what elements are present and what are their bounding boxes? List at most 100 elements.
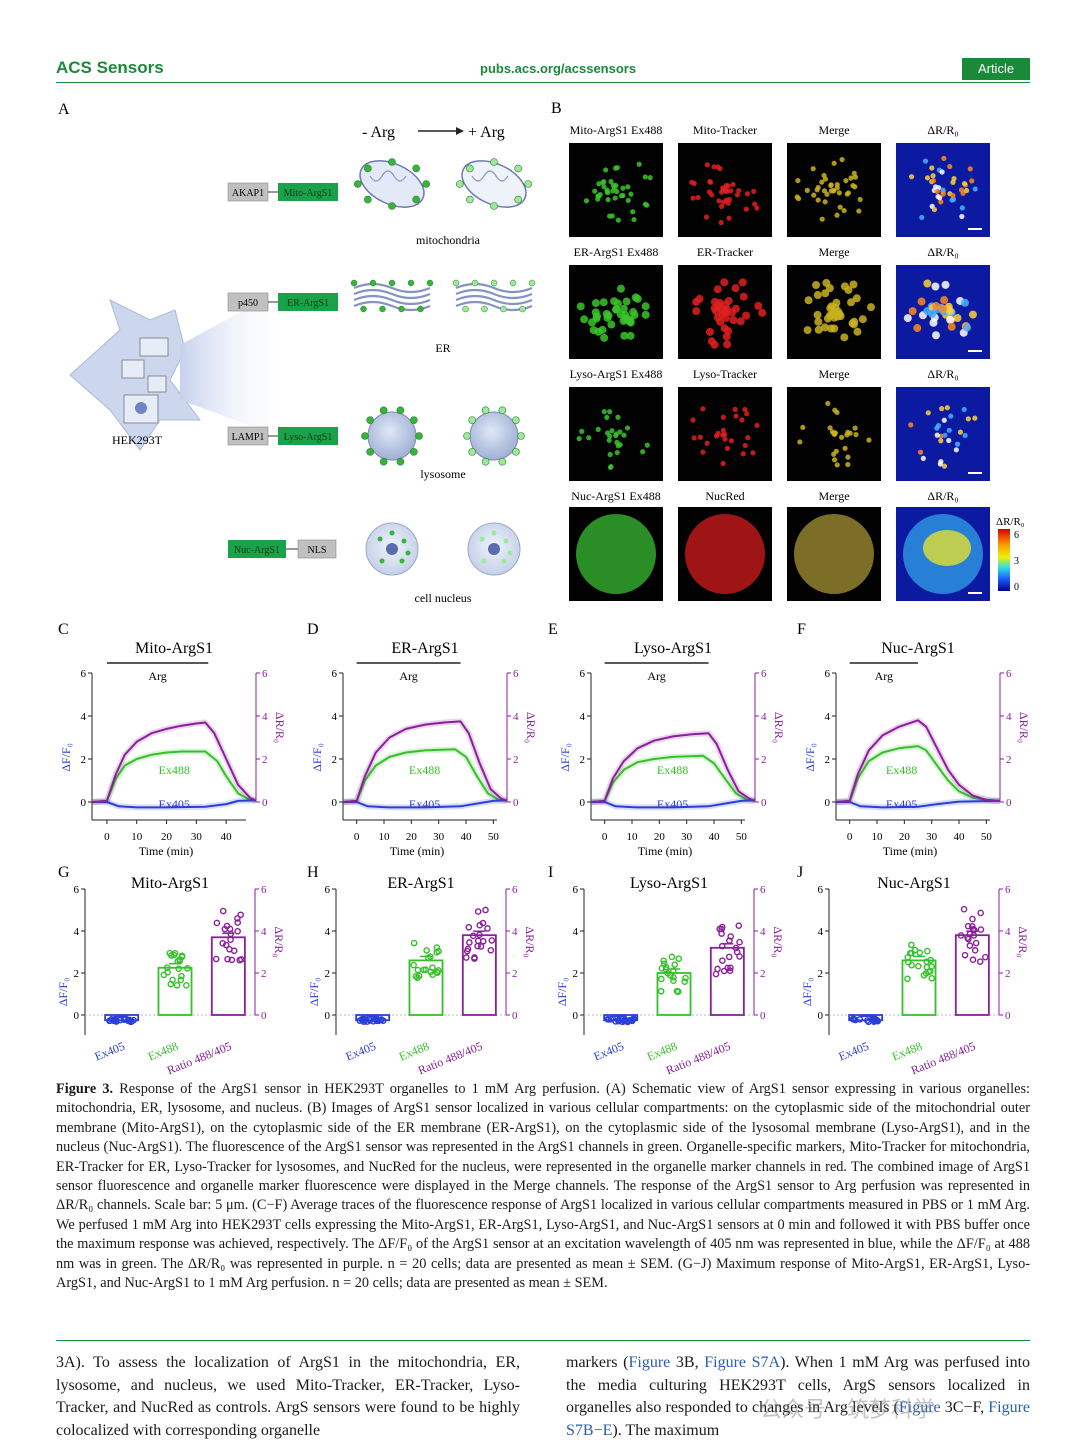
nucleus-signal bbox=[794, 514, 874, 594]
signal-puncta bbox=[625, 184, 631, 190]
y-tick-label-right: 4 bbox=[760, 926, 766, 938]
signal-puncta bbox=[850, 182, 856, 189]
signal-puncta bbox=[834, 212, 840, 218]
signal-puncta bbox=[605, 197, 611, 203]
signal-puncta bbox=[606, 437, 612, 443]
data-point bbox=[615, 1017, 622, 1025]
er-sheet bbox=[455, 288, 533, 300]
signal-puncta bbox=[607, 451, 613, 458]
signal-puncta bbox=[721, 300, 730, 309]
signal-puncta bbox=[580, 315, 589, 324]
data-point bbox=[660, 957, 667, 965]
signal-puncta bbox=[847, 430, 853, 436]
data-point bbox=[234, 927, 241, 935]
signal-puncta bbox=[641, 302, 650, 311]
data-point bbox=[736, 938, 743, 946]
signal-puncta bbox=[700, 406, 706, 412]
data-point bbox=[733, 948, 741, 956]
panel-label: C bbox=[58, 621, 69, 638]
signal-puncta bbox=[962, 432, 968, 439]
figure-link[interactable]: Figure bbox=[898, 1399, 941, 1416]
signal-puncta bbox=[941, 280, 950, 289]
figure-link[interactable]: Figure bbox=[628, 1354, 671, 1371]
x-tick-label: 20 bbox=[899, 831, 911, 843]
signal-puncta bbox=[614, 188, 620, 195]
signal-puncta bbox=[819, 179, 825, 185]
sensor-dot bbox=[490, 202, 498, 210]
data-point bbox=[905, 958, 912, 966]
sensor-dot bbox=[503, 538, 509, 544]
journal-url[interactable]: pubs.acs.org/acssensors bbox=[480, 61, 637, 76]
sensor-dot bbox=[379, 406, 388, 415]
signal-puncta bbox=[730, 181, 736, 188]
signal-puncta bbox=[754, 205, 760, 211]
y-tick-label: 6 bbox=[325, 884, 331, 896]
data-point bbox=[213, 919, 221, 927]
signal-puncta bbox=[931, 282, 940, 291]
signal-puncta bbox=[836, 312, 845, 321]
figure-link[interactable]: S7A bbox=[751, 1354, 781, 1371]
sensor-label: ER-ArgS1 bbox=[287, 298, 329, 309]
signal-puncta bbox=[644, 202, 650, 208]
y-tick-label-right: 4 bbox=[761, 711, 767, 723]
y-axis-label-left: ΔF/F₀ bbox=[558, 743, 572, 772]
signal-puncta bbox=[607, 320, 616, 329]
series-line-1 bbox=[836, 799, 1001, 809]
data-point bbox=[968, 923, 976, 930]
figure-link[interactable]: Figure bbox=[988, 1399, 1031, 1416]
data-point bbox=[482, 906, 489, 914]
data-point bbox=[976, 958, 984, 965]
figure-link[interactable]: Figure bbox=[704, 1354, 747, 1371]
sensor-dot bbox=[517, 432, 525, 440]
figure-link[interactable]: S7B−E bbox=[566, 1421, 613, 1439]
x-tick-label: 30 bbox=[681, 831, 693, 843]
data-point bbox=[212, 955, 220, 963]
chart-title: Nuc-ArgS1 bbox=[877, 875, 950, 892]
y-tick-label-right: 2 bbox=[261, 968, 267, 980]
signal-puncta bbox=[604, 430, 611, 436]
signal-puncta bbox=[624, 425, 631, 431]
signal-puncta bbox=[641, 310, 650, 319]
colorbar bbox=[998, 529, 1010, 591]
organelle-bound-icon bbox=[463, 406, 525, 466]
data-point bbox=[228, 956, 236, 964]
signal-puncta bbox=[851, 170, 857, 176]
signal-puncta bbox=[703, 214, 710, 220]
signal-puncta bbox=[742, 442, 748, 449]
image-label: Merge bbox=[818, 245, 849, 259]
panel-label: E bbox=[548, 621, 558, 638]
series-label: Ex405 bbox=[158, 797, 189, 811]
sensor-dot bbox=[479, 536, 485, 542]
y-tick-label-right: 4 bbox=[261, 926, 267, 938]
data-point bbox=[219, 907, 227, 915]
signal-puncta bbox=[852, 294, 861, 303]
sensor-box bbox=[278, 293, 338, 311]
sensor-dot bbox=[498, 457, 507, 466]
signal-puncta bbox=[589, 326, 598, 335]
signal-puncta bbox=[740, 451, 746, 457]
body-text: ). The maximum bbox=[612, 1421, 720, 1439]
y-tick-label-right: 6 bbox=[513, 668, 519, 680]
data-point bbox=[374, 1017, 382, 1025]
sensor-dot bbox=[455, 180, 464, 188]
y-tick-label-right: 6 bbox=[512, 884, 518, 896]
bar-1 bbox=[157, 966, 193, 1016]
signal-puncta bbox=[866, 303, 875, 312]
signal-puncta bbox=[720, 324, 729, 333]
panel-a: A - Arg + Arg HEK293T AKAP1 Mito-ArgS1 mitocho… bbox=[58, 101, 536, 605]
anchor-label: p450 bbox=[238, 298, 258, 309]
data-point bbox=[851, 1016, 859, 1023]
sensor-dot bbox=[415, 432, 423, 440]
signal-puncta bbox=[813, 310, 822, 319]
signal-puncta bbox=[690, 195, 696, 201]
y-tick-label-right: 6 bbox=[1006, 668, 1012, 680]
signal-puncta bbox=[612, 195, 618, 201]
signal-puncta bbox=[968, 310, 977, 319]
signal-puncta bbox=[810, 166, 816, 172]
body-column-left: 3A). To assess the localization of ArgS1… bbox=[56, 1354, 520, 1439]
signal-puncta bbox=[630, 209, 636, 215]
data-point bbox=[924, 947, 931, 955]
data-point bbox=[466, 939, 473, 946]
chart-title: Nuc-ArgS1 bbox=[881, 640, 954, 657]
x-tick-label: 10 bbox=[872, 831, 884, 843]
